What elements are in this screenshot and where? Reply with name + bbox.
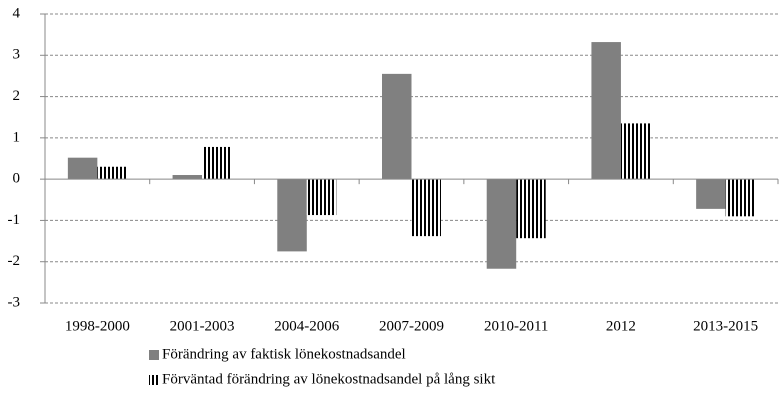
bar [725,179,756,217]
y-tick-label: -1 [8,212,21,228]
bar [411,179,441,237]
x-tick-label: 1998-2000 [65,318,130,334]
y-tick-label: 0 [13,171,21,187]
y-tick-label: -3 [8,294,21,310]
bar [486,179,517,269]
y-tick-label: 4 [13,5,21,21]
bar [67,157,98,180]
x-tick-label: 2013-2015 [693,318,758,334]
legend-marker [149,350,159,360]
bar [97,166,127,180]
bar [202,146,232,180]
x-tick-label: 2010-2011 [484,318,548,334]
y-tick-label: 2 [13,88,21,104]
x-tick-label: 2004-2006 [274,318,339,334]
y-tick-label: -2 [8,253,21,269]
bar [382,73,412,180]
bar [696,179,726,209]
bar [172,175,203,180]
bar [277,179,307,252]
legend-label: Förväntad förändring av lönekostnadsande… [162,371,496,387]
x-tick-label: 2001-2003 [170,318,235,334]
y-tick-label: 3 [13,47,21,63]
x-tick-label: 2012 [606,318,636,334]
bar [306,179,337,216]
x-tick-label: 2007-2009 [379,318,444,334]
legend-label: Förändring av faktisk lönekostnadsandel [162,346,406,362]
bar [591,42,621,180]
y-tick-label: 1 [13,129,21,145]
bar [516,179,546,239]
bar [620,123,651,180]
legend-marker [149,375,159,385]
